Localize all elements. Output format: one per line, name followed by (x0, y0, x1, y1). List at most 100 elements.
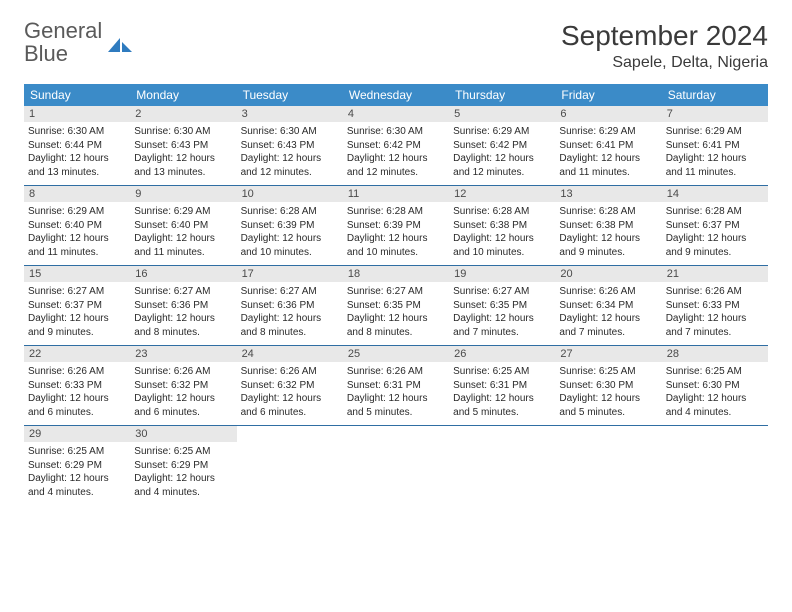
logo-sail-icon (106, 36, 134, 54)
day-number: 26 (449, 346, 555, 362)
day-info: Sunrise: 6:30 AMSunset: 6:43 PMDaylight:… (134, 125, 232, 179)
day-cell: 10Sunrise: 6:28 AMSunset: 6:39 PMDayligh… (237, 186, 343, 265)
day-cell: 18Sunrise: 6:27 AMSunset: 6:35 PMDayligh… (343, 266, 449, 345)
day-cell: 5 Sunrise: 6:29 AMSunset: 6:42 PMDaylight… (449, 106, 555, 185)
day-info: Sunrise: 6:30 AMSunset: 6:43 PMDaylight:… (241, 125, 339, 179)
day-cell: 21Sunrise: 6:26 AMSunset: 6:33 PMDayligh… (662, 266, 768, 345)
week-row: 8Sunrise: 6:29 AMSunset: 6:40 PMDaylight… (24, 186, 768, 266)
day-info: Sunrise: 6:26 AMSunset: 6:34 PMDaylight:… (559, 285, 657, 339)
day-number: 17 (237, 266, 343, 282)
empty-cell (237, 426, 343, 505)
month-title: September 2024 (561, 20, 768, 52)
day-info: Sunrise: 6:26 AMSunset: 6:31 PMDaylight:… (347, 365, 445, 419)
day-cell: 1 Sunrise: 6:30 AMSunset: 6:44 PMDaylight… (24, 106, 130, 185)
day-info: Sunrise: 6:25 AMSunset: 6:30 PMDaylight:… (666, 365, 764, 419)
day-cell: 9 Sunrise: 6:29 AMSunset: 6:40 PMDaylight… (130, 186, 236, 265)
day-number: 29 (24, 426, 130, 442)
day-info: Sunrise: 6:29 AMSunset: 6:40 PMDaylight:… (134, 205, 232, 259)
day-number: 8 (24, 186, 130, 202)
empty-cell (449, 426, 555, 505)
weekday-header-row: SundayMondayTuesdayWednesdayThursdayFrid… (24, 84, 768, 106)
day-cell: 22 Sunrise: 6:26 AMSunset: 6:33 PMDayligh… (24, 346, 130, 425)
day-info: Sunrise: 6:29 AMSunset: 6:41 PMDaylight:… (666, 125, 764, 179)
day-info: Sunrise: 6:25 AMSunset: 6:30 PMDaylight:… (559, 365, 657, 419)
logo: General Blue (24, 20, 134, 66)
day-cell: 14 Sunrise: 6:28 AMSunset: 6:37 PMDayligh… (662, 186, 768, 265)
weekday-label: Tuesday (237, 84, 343, 106)
day-info: Sunrise: 6:28 AMSunset: 6:39 PMDaylight:… (241, 205, 339, 259)
day-cell: 3 Sunrise: 6:30 AMSunset: 6:43 PMDaylight… (237, 106, 343, 185)
day-cell: 30 Sunrise: 6:25 AMSunset: 6:29 PMDayligh… (130, 426, 236, 505)
weekday-label: Saturday (662, 84, 768, 106)
day-info: Sunrise: 6:25 AMSunset: 6:31 PMDaylight:… (453, 365, 551, 419)
day-cell: 29 Sunrise: 6:25 AMSunset: 6:29 PMDayligh… (24, 426, 130, 505)
week-row: 1 Sunrise: 6:30 AMSunset: 6:44 PMDaylight… (24, 106, 768, 186)
day-cell: 11 Sunrise: 6:28 AMSunset: 6:39 PMDayligh… (343, 186, 449, 265)
day-info: Sunrise: 6:25 AMSunset: 6:29 PMDaylight:… (134, 445, 232, 499)
day-cell: 15Sunrise: 6:27 AMSunset: 6:37 PMDayligh… (24, 266, 130, 345)
location-text: Sapele, Delta, Nigeria (561, 54, 768, 72)
logo-text-blue: Blue (24, 41, 68, 66)
weekday-label: Friday (555, 84, 661, 106)
day-number: 24 (237, 346, 343, 362)
day-cell: 8 Sunrise: 6:29 AMSunset: 6:40 PMDaylight… (24, 186, 130, 265)
day-number: 14 (662, 186, 768, 202)
day-info: Sunrise: 6:26 AMSunset: 6:33 PMDaylight:… (28, 365, 126, 419)
day-cell: 16Sunrise: 6:27 AMSunset: 6:36 PMDayligh… (130, 266, 236, 345)
day-number: 3 (237, 106, 343, 122)
page-header: General Blue September 2024 Sapele, Delt… (24, 20, 768, 72)
day-info: Sunrise: 6:29 AMSunset: 6:42 PMDaylight:… (453, 125, 551, 179)
logo-text-general: General (24, 18, 102, 43)
day-number: 1 (24, 106, 130, 122)
day-number: 5 (449, 106, 555, 122)
empty-cell (555, 426, 661, 505)
weekday-label: Monday (130, 84, 236, 106)
week-row: 22 Sunrise: 6:26 AMSunset: 6:33 PMDayligh… (24, 346, 768, 426)
day-info: Sunrise: 6:29 AMSunset: 6:40 PMDaylight:… (28, 205, 126, 259)
day-number: 22 (24, 346, 130, 362)
day-number: 20 (555, 266, 661, 282)
day-cell: 27 Sunrise: 6:25 AMSunset: 6:30 PMDayligh… (555, 346, 661, 425)
day-number: 30 (130, 426, 236, 442)
day-number: 9 (130, 186, 236, 202)
day-info: Sunrise: 6:30 AMSunset: 6:44 PMDaylight:… (28, 125, 126, 179)
day-cell: 23 Sunrise: 6:26 AMSunset: 6:32 PMDayligh… (130, 346, 236, 425)
day-cell: 13Sunrise: 6:28 AMSunset: 6:38 PMDayligh… (555, 186, 661, 265)
day-info: Sunrise: 6:27 AMSunset: 6:37 PMDaylight:… (28, 285, 126, 339)
day-info: Sunrise: 6:29 AMSunset: 6:41 PMDaylight:… (559, 125, 657, 179)
day-cell: 17 Sunrise: 6:27 AMSunset: 6:36 PMDayligh… (237, 266, 343, 345)
day-number: 21 (662, 266, 768, 282)
day-number: 6 (555, 106, 661, 122)
day-number: 11 (343, 186, 449, 202)
day-info: Sunrise: 6:26 AMSunset: 6:32 PMDaylight:… (241, 365, 339, 419)
weekday-label: Thursday (449, 84, 555, 106)
empty-cell (662, 426, 768, 505)
title-block: September 2024 Sapele, Delta, Nigeria (561, 20, 768, 72)
calendar-table: SundayMondayTuesdayWednesdayThursdayFrid… (24, 84, 768, 505)
day-number: 18 (343, 266, 449, 282)
day-cell: 7 Sunrise: 6:29 AMSunset: 6:41 PMDaylight… (662, 106, 768, 185)
day-info: Sunrise: 6:25 AMSunset: 6:29 PMDaylight:… (28, 445, 126, 499)
day-number: 7 (662, 106, 768, 122)
day-number: 25 (343, 346, 449, 362)
week-row: 29Sunrise: 6:25 AMSunset: 6:29 PMDayligh… (24, 426, 768, 505)
day-number: 2 (130, 106, 236, 122)
day-cell: 2 Sunrise: 6:30 AMSunset: 6:43 PMDaylight… (130, 106, 236, 185)
day-info: Sunrise: 6:28 AMSunset: 6:39 PMDaylight:… (347, 205, 445, 259)
day-cell: 20 Sunrise: 6:26 AMSunset: 6:34 PMDayligh… (555, 266, 661, 345)
day-info: Sunrise: 6:26 AMSunset: 6:32 PMDaylight:… (134, 365, 232, 419)
day-number: 19 (449, 266, 555, 282)
day-info: Sunrise: 6:28 AMSunset: 6:37 PMDaylight:… (666, 205, 764, 259)
day-number: 28 (662, 346, 768, 362)
day-cell: 25 Sunrise: 6:26 AMSunset: 6:31 PMDayligh… (343, 346, 449, 425)
weekday-label: Wednesday (343, 84, 449, 106)
weekday-label: Sunday (24, 84, 130, 106)
day-info: Sunrise: 6:28 AMSunset: 6:38 PMDaylight:… (559, 205, 657, 259)
day-info: Sunrise: 6:27 AMSunset: 6:35 PMDaylight:… (453, 285, 551, 339)
day-cell: 12Sunrise: 6:28 AMSunset: 6:38 PMDayligh… (449, 186, 555, 265)
day-number: 23 (130, 346, 236, 362)
day-number: 27 (555, 346, 661, 362)
day-number: 4 (343, 106, 449, 122)
day-info: Sunrise: 6:27 AMSunset: 6:36 PMDaylight:… (241, 285, 339, 339)
day-info: Sunrise: 6:27 AMSunset: 6:36 PMDaylight:… (134, 285, 232, 339)
